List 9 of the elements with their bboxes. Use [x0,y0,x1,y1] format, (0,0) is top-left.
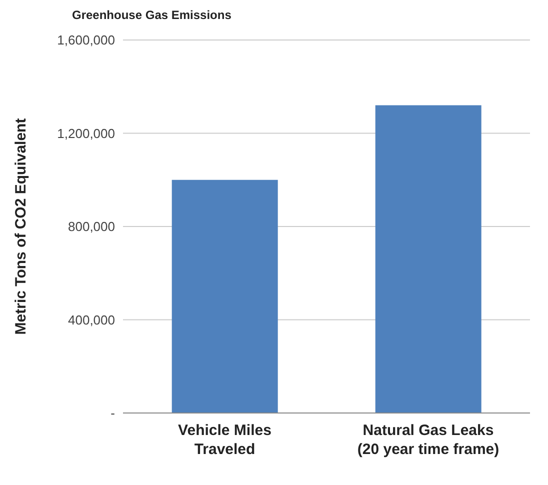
y-tick-label: 400,000 [68,312,115,328]
y-tick-label: 800,000 [68,219,115,234]
y-tick-label: 1,200,000 [57,126,115,141]
x-tick-label: Natural Gas Leaks (20 year time frame) [357,422,500,458]
x-tick-label: Vehicle Miles Traveled [178,422,272,458]
y-axis-title: Metric Tons of CO2 Equivalent [12,118,30,335]
chart-title: Greenhouse Gas Emissions [71,8,232,24]
y-tick-label: 1,600,000 [57,32,115,48]
y-tick-label: - [110,406,115,421]
